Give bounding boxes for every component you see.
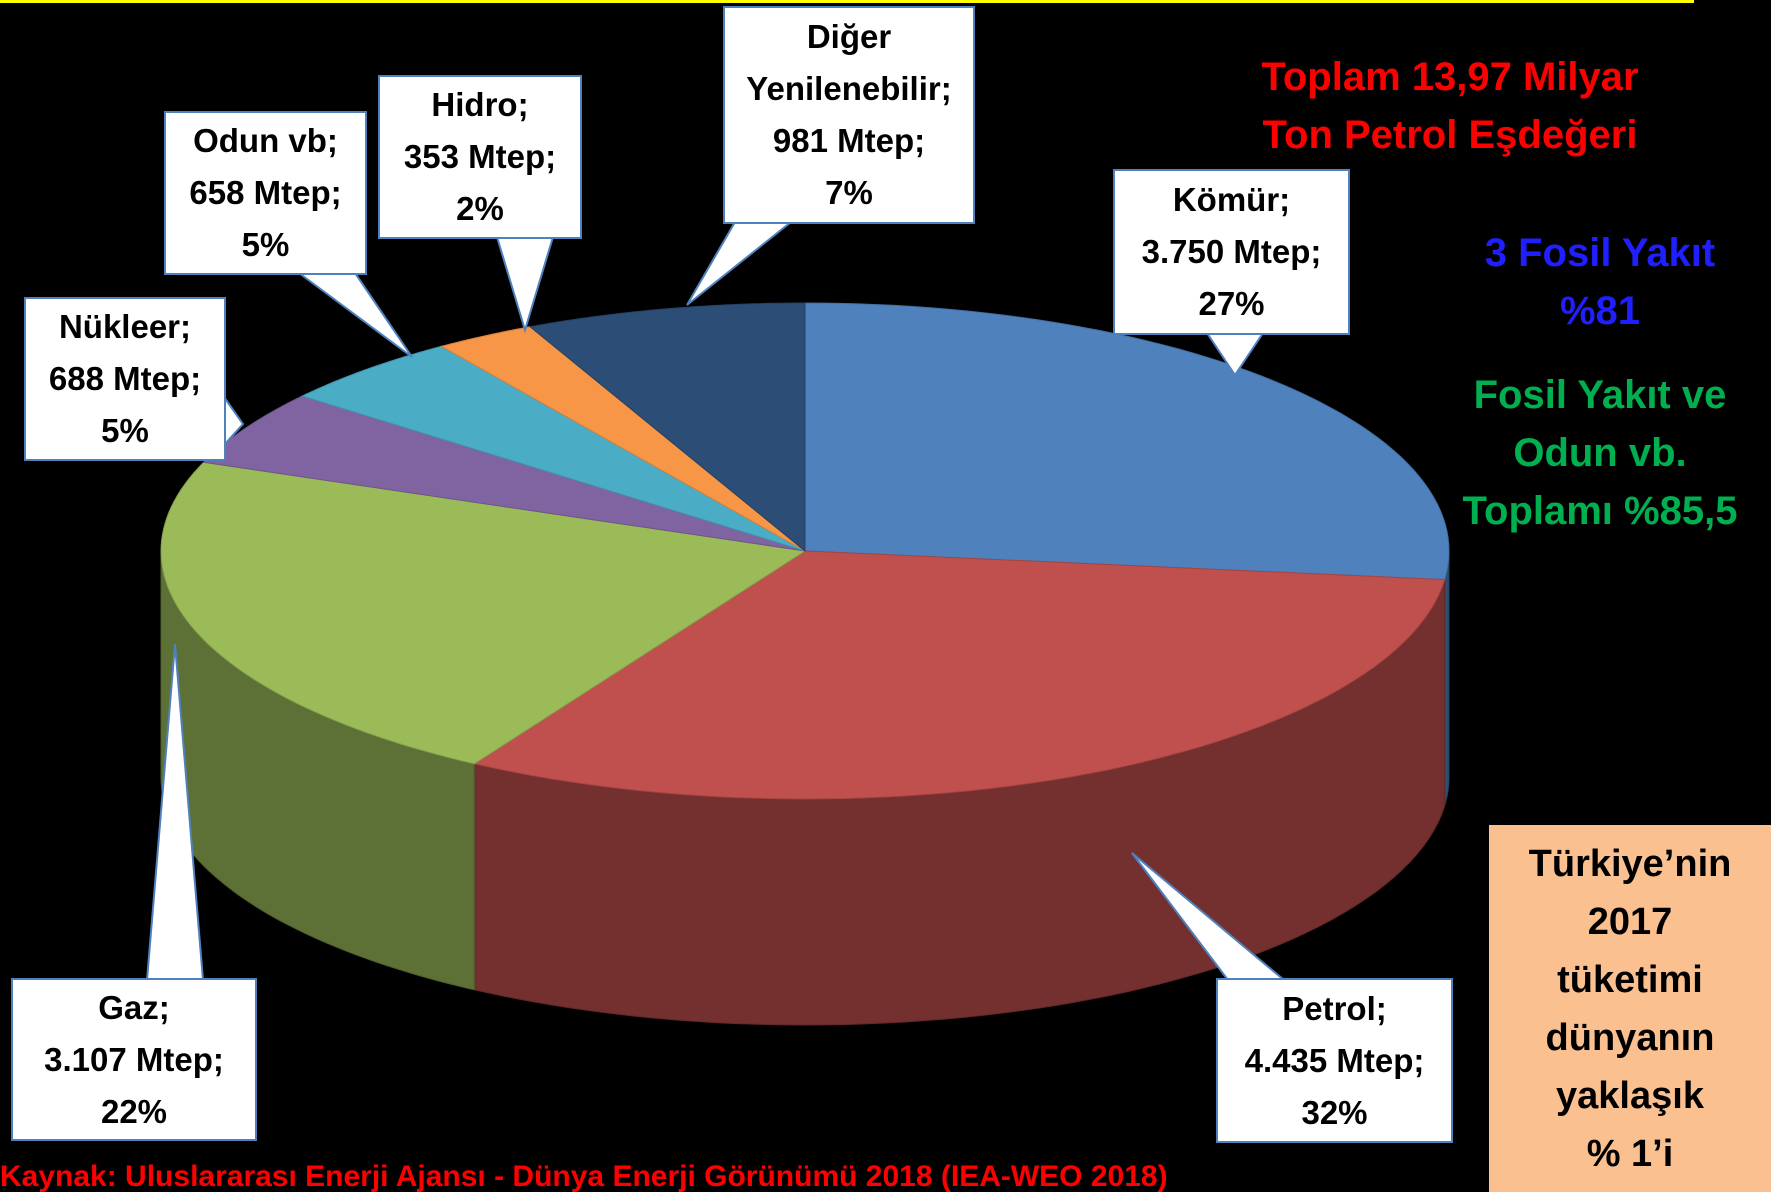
note-line: 3 Fosil Yakıt <box>1484 231 1716 275</box>
category-label: Petrol; <box>1282 989 1387 1027</box>
percent-label: 2% <box>456 190 504 227</box>
category-label: Hidro; <box>431 86 529 123</box>
note-line: dünyanın <box>1545 1016 1715 1059</box>
callout-pointer <box>495 236 555 334</box>
top-rule <box>0 0 1694 3</box>
category-label: Odun vb; <box>193 122 338 159</box>
turkey-note: Türkiye’nin 2017 tüketimi dünyanın yaklaşık%… <box>1489 825 1771 1192</box>
note-line: % 1’i <box>1586 1132 1674 1175</box>
callout: Gaz; 3.107 Mtep; 22% <box>11 978 257 1141</box>
category-label: Kömür; <box>1172 181 1291 218</box>
note-line: 2017 <box>1587 900 1673 943</box>
category-label: Gaz; <box>98 988 170 1026</box>
slice <box>528 302 806 553</box>
value-label: 981 Mtep; <box>772 122 926 159</box>
note-line: Türkiye’nin <box>1528 842 1732 885</box>
fossil-note: 3 Fosil Yakıt %81 <box>1400 224 1771 340</box>
percent-label: 5% <box>101 412 149 449</box>
category-label: Nükleer; <box>58 308 192 345</box>
title-line: Ton Petrol Eşdeğeri <box>1262 113 1638 157</box>
percent-label: 5% <box>241 226 290 263</box>
percent-label: 22% <box>100 1092 168 1130</box>
note-line: yaklaşık <box>1556 1074 1704 1117</box>
slice <box>473 550 1446 800</box>
slice <box>300 345 806 552</box>
slice <box>804 302 1450 581</box>
callout-pointer <box>686 221 794 306</box>
title-line: Toplam 13,97 Milyar <box>1261 55 1639 99</box>
note-line: %81 <box>1559 289 1641 333</box>
callout-pointer <box>295 272 413 358</box>
value-label: 4.435 Mtep; <box>1244 1041 1425 1079</box>
value-label: 688 Mtep; <box>48 360 202 397</box>
percent-label: 27% <box>1198 285 1265 322</box>
category-label: Diğer Yenilenebilir; <box>746 18 952 107</box>
callout: Odun vb; 658 Mtep; 5% <box>164 111 367 275</box>
chart-title: Toplam 13,97 Milyar Ton Petrol Eşdeğeri <box>1200 48 1700 164</box>
note-line: Fosil Yakıt ve <box>1473 373 1727 417</box>
percent-label: 7% <box>825 174 873 211</box>
callout: Petrol; 4.435 Mtep; 32% <box>1216 978 1453 1143</box>
fossil-wood-note: Fosil Yakıt ve Odun vb. Toplamı %85,5 <box>1400 366 1771 540</box>
value-label: 3.750 Mtep; <box>1141 233 1322 270</box>
source: Kaynak: Uluslararası Enerji Ajansı - Dün… <box>0 1160 1168 1192</box>
value-label: 353 Mtep; <box>403 138 557 175</box>
note-line: Toplamı %85,5 <box>1462 489 1738 533</box>
callout: Hidro; 353 Mtep; 2% <box>378 75 582 239</box>
callout: Kömür; 3.750 Mtep; 27% <box>1113 169 1350 335</box>
callout: Diğer Yenilenebilir; 981 Mtep; 7% <box>723 6 975 224</box>
note-line: tüketimi <box>1557 958 1703 1001</box>
slice <box>160 461 807 765</box>
slice-side <box>1444 551 1450 806</box>
callout: Nükleer; 688 Mtep; 5% <box>24 297 226 461</box>
note-line: Odun vb. <box>1513 431 1687 475</box>
slice <box>440 326 806 552</box>
value-label: 3.107 Mtep; <box>44 1040 224 1078</box>
percent-label: 32% <box>1301 1093 1368 1131</box>
value-label: 658 Mtep; <box>189 174 342 211</box>
